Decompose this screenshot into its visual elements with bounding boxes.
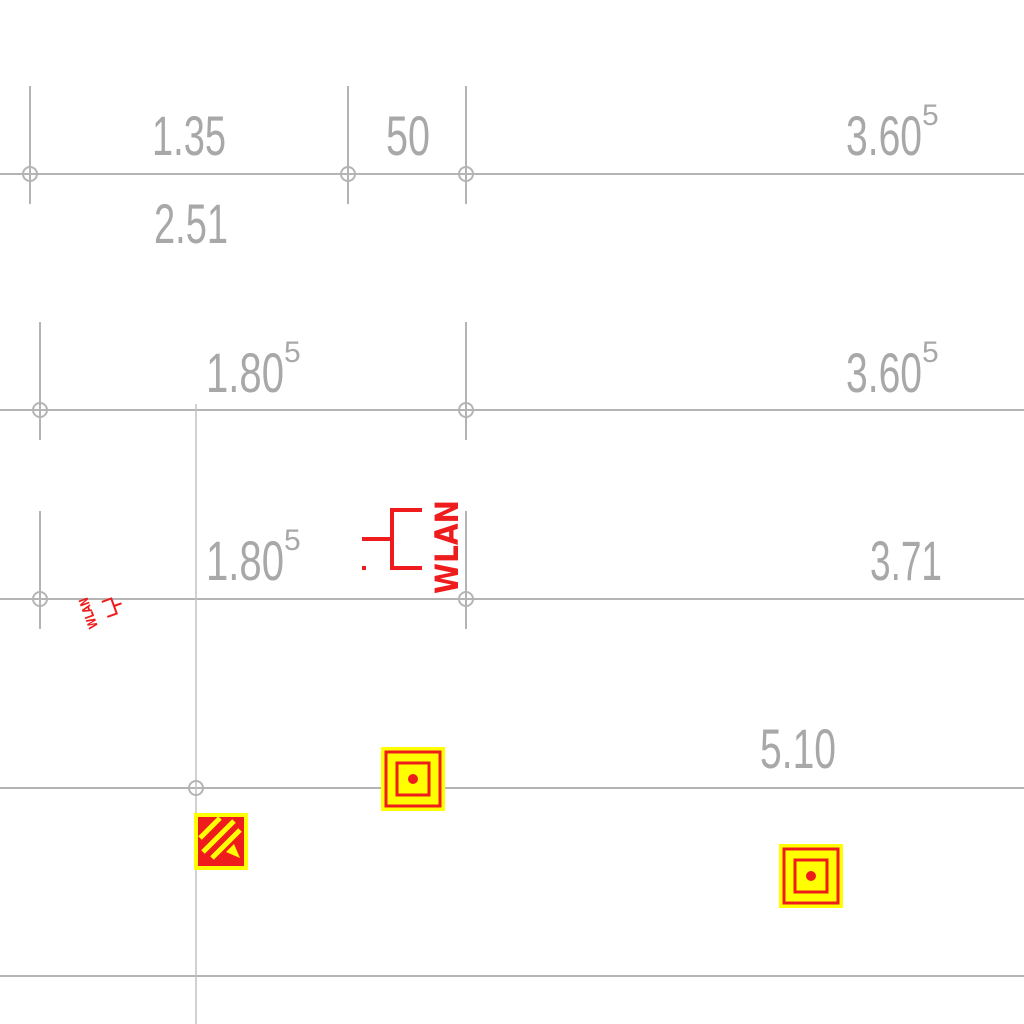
manual-call-point-icon: [194, 813, 248, 870]
dimension-marker: [32, 591, 48, 607]
dimension-markers: [22, 166, 474, 796]
fire-detector-icon: [381, 747, 445, 811]
dimension-text-row3-a: 1.80: [206, 529, 284, 592]
dimension-text-row3-c: 3.71: [870, 529, 942, 592]
dimension-text-row1-c: 3.60: [846, 104, 922, 167]
wlan-access-point-icon: WLAN: [362, 500, 466, 594]
dimension-marker: [458, 591, 474, 607]
dimension-text-row4-c: 5.10: [760, 717, 836, 780]
wlan-label-large: WLAN: [428, 500, 466, 594]
dimension-superscript-row1-c: 5: [922, 99, 939, 132]
fire-detector-icon: [779, 844, 843, 908]
dimension-superscript-row2-a: 5: [284, 336, 301, 369]
dimension-marker: [340, 166, 356, 182]
dimension-marker: [22, 166, 38, 182]
dimension-superscript-row2-c: 5: [922, 336, 939, 369]
dimension-marker: [32, 402, 48, 418]
horizontal-lines: [0, 173, 1024, 977]
wlan-access-point-icon-small: WLAN: [77, 595, 122, 630]
wlan-label-small: WLAN: [77, 595, 102, 630]
dimension-marker: [458, 166, 474, 182]
dimension-text-row1-below: 2.51: [154, 192, 228, 255]
extension-lines: [29, 86, 467, 1024]
dimension-text-row2-a: 1.80: [206, 341, 284, 404]
dimension-text-row1-a: 1.35: [152, 104, 226, 167]
dimension-marker: [458, 402, 474, 418]
dimension-text-row1-b: 50: [386, 104, 430, 167]
dimension-marker: [188, 780, 204, 796]
dimension-text-row2-c: 3.60: [846, 341, 922, 404]
dimension-superscript-row3-a: 5: [284, 524, 301, 557]
